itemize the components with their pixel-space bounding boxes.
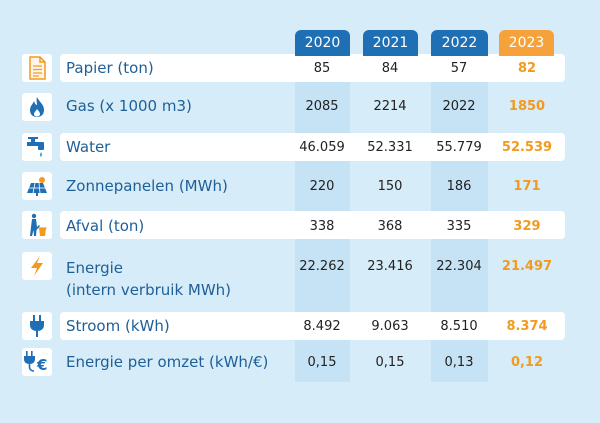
- value-zonnepanelen-2020: 220: [309, 179, 335, 194]
- value-gas-2021: 2214: [373, 99, 407, 114]
- value-energie-per-omzet-2022: 0,13: [444, 355, 474, 370]
- value-energie-2022: 22.304: [436, 259, 482, 274]
- value-papier-2023: 82: [517, 61, 537, 76]
- row-strip: [60, 211, 565, 239]
- row-label-energie-per-omzet: Energie per omzet (kWh/€): [66, 353, 269, 371]
- value-papier-2022: 57: [450, 61, 468, 76]
- row-strip: [60, 54, 565, 82]
- flame-icon: [22, 93, 52, 121]
- row-label-gas: Gas (x 1000 m3): [66, 97, 192, 115]
- solar-panel-icon: [22, 172, 52, 200]
- plug-euro-icon: €: [22, 348, 52, 376]
- year-header-2022: 2022: [431, 30, 488, 56]
- row-label-water: Water: [66, 138, 111, 156]
- value-gas-2022: 2022: [442, 99, 476, 114]
- waste-bin-icon: [22, 211, 52, 239]
- value-energie-per-omzet-2023: 0,12: [510, 355, 544, 370]
- value-stroom-2020: 8.492: [303, 319, 341, 334]
- plug-icon: [22, 312, 52, 340]
- value-water-2021: 52.331: [367, 140, 413, 155]
- value-papier-2020: 85: [313, 61, 331, 76]
- row-strip: [60, 133, 565, 161]
- row-label-stroom: Stroom (kWh): [66, 317, 170, 335]
- value-energie-2021: 23.416: [367, 259, 413, 274]
- row-label-afval: Afval (ton): [66, 217, 145, 235]
- value-energie-per-omzet-2020: 0,15: [307, 355, 337, 370]
- value-stroom-2023: 8.374: [506, 319, 548, 334]
- value-zonnepanelen-2022: 186: [446, 179, 472, 194]
- value-afval-2020: 338: [309, 219, 335, 234]
- value-stroom-2022: 8.510: [440, 319, 478, 334]
- row-label-papier: Papier (ton): [66, 59, 154, 77]
- value-papier-2021: 84: [381, 61, 399, 76]
- value-afval-2022: 335: [446, 219, 472, 234]
- document-icon: [22, 54, 52, 82]
- value-afval-2023: 329: [513, 219, 541, 234]
- value-stroom-2021: 9.063: [371, 319, 409, 334]
- value-water-2020: 46.059: [299, 140, 345, 155]
- row-strip: [60, 312, 565, 340]
- value-energie-2023: 21.497: [501, 259, 553, 274]
- value-zonnepanelen-2021: 150: [377, 179, 403, 194]
- year-header-2020: 2020: [295, 30, 350, 56]
- year-header-2021: 2021: [363, 30, 418, 56]
- value-afval-2021: 368: [377, 219, 403, 234]
- row-label-energie: Energie: [66, 259, 124, 277]
- value-water-2022: 55.779: [436, 140, 482, 155]
- value-gas-2023: 1850: [508, 99, 546, 114]
- value-water-2023: 52.539: [501, 140, 553, 155]
- row-label-energie-sub: (intern verbruik MWh): [66, 281, 232, 299]
- svg-text:€: €: [36, 356, 47, 374]
- value-gas-2020: 2085: [305, 99, 339, 114]
- value-energie-2020: 22.262: [299, 259, 345, 274]
- water-tap-icon: [22, 133, 52, 161]
- lightning-icon: [22, 252, 52, 280]
- year-header-2023: 2023: [499, 30, 554, 56]
- row-label-zonnepanelen: Zonnepanelen (MWh): [66, 177, 228, 195]
- value-energie-per-omzet-2021: 0,15: [375, 355, 405, 370]
- value-zonnepanelen-2023: 171: [513, 179, 541, 194]
